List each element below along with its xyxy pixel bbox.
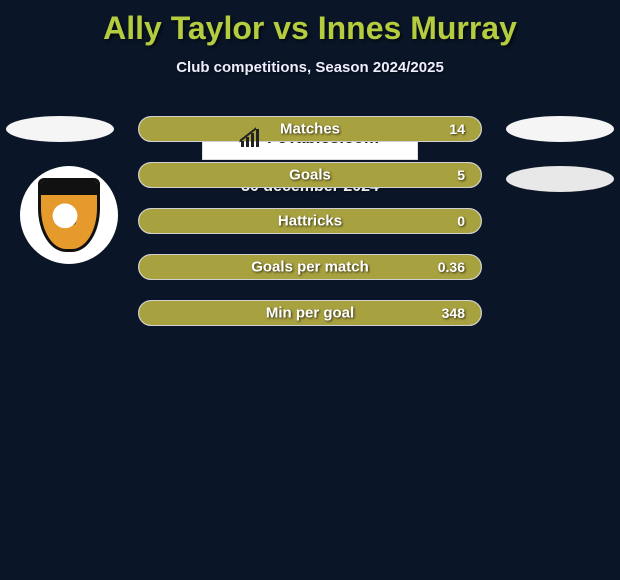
brand-bars-icon <box>241 129 263 147</box>
stat-label: Goals <box>289 167 331 184</box>
stat-row: Goals per match 0.36 <box>138 254 482 280</box>
page-title: Ally Taylor vs Innes Murray <box>0 0 620 47</box>
stat-row: Goals 5 <box>138 162 482 188</box>
stat-bar-bg: Goals 5 <box>138 162 482 188</box>
stat-bar-bg: Hattricks 0 <box>138 208 482 234</box>
stat-row: Hattricks 0 <box>138 208 482 234</box>
player-left-placeholder <box>6 116 114 142</box>
player-right-placeholder-2 <box>506 166 614 192</box>
stat-value: 348 <box>442 305 465 321</box>
stat-bar-bg: Matches 14 <box>138 116 482 142</box>
player-right-placeholder-1 <box>506 116 614 142</box>
subtitle: Club competitions, Season 2024/2025 <box>0 59 620 76</box>
stat-label: Min per goal <box>266 305 354 322</box>
stat-label: Goals per match <box>251 259 369 276</box>
stat-bar-bg: Goals per match 0.36 <box>138 254 482 280</box>
stat-label: Hattricks <box>278 213 342 230</box>
stat-bar-bg: Min per goal 348 <box>138 300 482 326</box>
stat-value: 14 <box>449 121 465 137</box>
stat-value: 0.36 <box>438 259 465 275</box>
stat-bars: Matches 14 Goals 5 Hattricks 0 Goals per match… <box>138 116 482 346</box>
stat-value: 0 <box>457 213 465 229</box>
stat-row: Matches 14 <box>138 116 482 142</box>
stat-value: 5 <box>457 167 465 183</box>
stat-row: Min per goal 348 <box>138 300 482 326</box>
club-logo <box>20 166 118 264</box>
stat-label: Matches <box>280 121 340 138</box>
club-shield-icon <box>38 178 100 252</box>
